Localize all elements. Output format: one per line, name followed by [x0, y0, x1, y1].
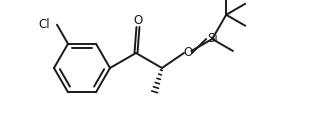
Text: O: O [183, 46, 193, 59]
Text: Si: Si [207, 33, 217, 46]
Text: Cl: Cl [38, 18, 50, 31]
Text: O: O [133, 14, 143, 27]
